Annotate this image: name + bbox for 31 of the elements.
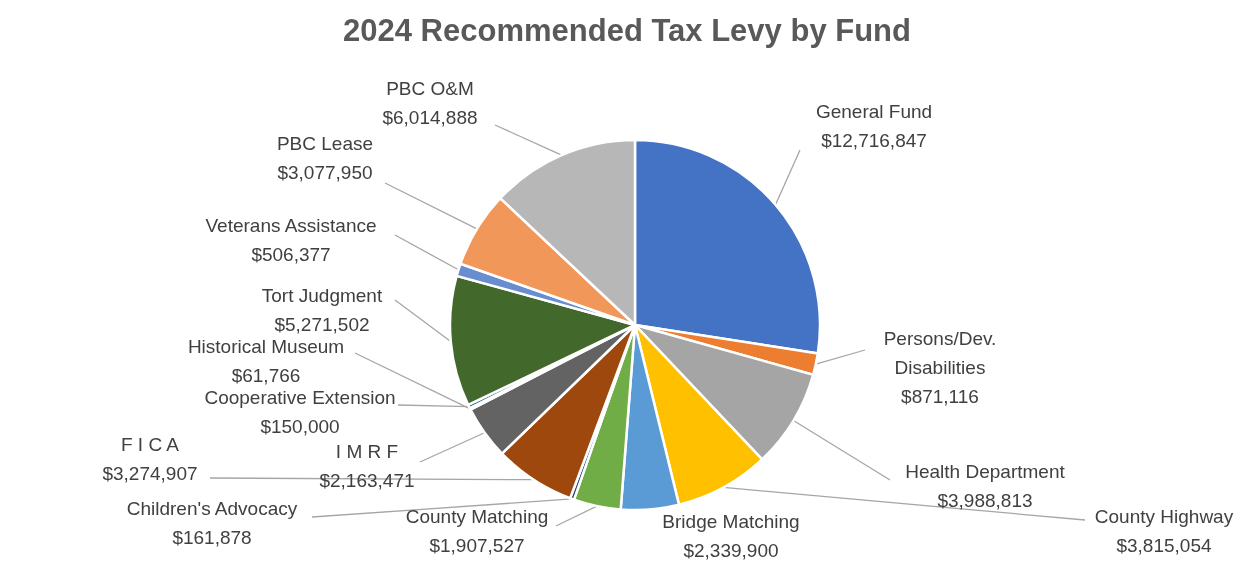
data-label: $871,116: [901, 386, 979, 407]
slice-label: Veterans Assistance: [205, 215, 377, 236]
data-label: $161,878: [172, 527, 252, 548]
slice-label: Persons/Dev. Disabilities: [883, 328, 997, 378]
data-label: $3,988,813: [937, 490, 1033, 511]
slice-label: Cooperative Extension: [204, 387, 396, 408]
data-label: $12,716,847: [821, 130, 927, 151]
data-label: $1,907,527: [429, 535, 525, 556]
data-label: $2,163,471: [319, 470, 415, 491]
slice-label: I M R F: [335, 441, 399, 462]
slice-label: Tort Judgment: [261, 285, 383, 306]
slice-label: Historical Museum: [187, 336, 345, 357]
slice-label: F I C A: [120, 434, 180, 455]
slice-label: County Highway: [1094, 506, 1234, 527]
data-label: $61,766: [231, 365, 301, 386]
data-label: $5,271,502: [274, 314, 370, 335]
data-label: $6,014,888: [382, 107, 478, 128]
slice-label: General Fund: [815, 101, 933, 122]
slice-label: PBC O&M: [386, 78, 474, 99]
data-label: $3,815,054: [1116, 535, 1212, 556]
chart-title: 2024 Recommended Tax Levy by Fund: [343, 13, 911, 48]
slice-label: Children's Advocacy: [126, 498, 298, 519]
data-label: $3,077,950: [277, 162, 373, 183]
data-label: $506,377: [251, 244, 331, 265]
slice-label: Health Department: [905, 461, 1066, 482]
data-label: $2,339,900: [683, 540, 779, 561]
data-label: $3,274,907: [102, 463, 198, 484]
data-label: $150,000: [260, 416, 340, 437]
slice-label: PBC Lease: [276, 133, 374, 154]
slice-label: County Matching: [405, 506, 549, 527]
slice-label: Bridge Matching: [662, 511, 800, 532]
